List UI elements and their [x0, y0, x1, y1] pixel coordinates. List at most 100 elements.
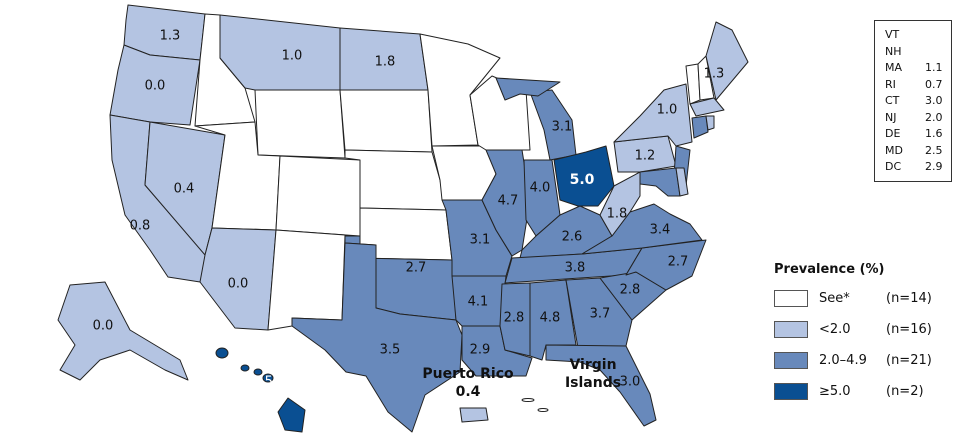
value-label-hi: 5.0 [265, 375, 286, 390]
legend-swatch [774, 321, 808, 338]
value-label-nd: 1.8 [375, 55, 396, 70]
value-label-va: 3.4 [650, 223, 671, 238]
state-va [581, 203, 703, 255]
hawaii-island [215, 347, 229, 359]
value-label-la: 2.9 [470, 343, 491, 358]
state-co [275, 155, 361, 237]
legend-swatch [774, 290, 808, 307]
state-pr [459, 407, 489, 423]
inset-value: 1.1 [925, 61, 943, 74]
value-label-wv: 1.8 [607, 207, 628, 222]
hawaii-island [240, 364, 250, 372]
inset-value: 2.9 [925, 160, 943, 173]
state-ms [499, 282, 531, 357]
legend: Prevalence (%) See* (n=14) <2.0 (n=16) 2.0–4… [774, 262, 932, 407]
value-label-ny: 1.0 [657, 103, 678, 118]
legend-item: ≥5.0 (n=2) [774, 376, 932, 407]
inset-state: DC [885, 160, 902, 173]
inset-row: CT 3.0 [885, 93, 951, 110]
virgin-islands-island [537, 408, 549, 412]
legend-swatch [774, 383, 808, 400]
inset-state: DE [885, 127, 901, 140]
inset-row: VT [885, 27, 951, 44]
hawaii-island [253, 368, 263, 376]
inset-state: MD [885, 143, 903, 157]
value-label-oh: 5.0 [570, 172, 595, 188]
value-label-or: 0.0 [145, 79, 166, 94]
state-md [639, 167, 681, 197]
state-ri [705, 115, 715, 131]
legend-label: 2.0–4.9 [819, 353, 867, 368]
value-label-al: 4.8 [540, 311, 561, 326]
state-ct [691, 115, 709, 139]
value-label-ak: 0.0 [93, 319, 114, 334]
state-tx [291, 242, 463, 433]
value-label-mo: 3.1 [470, 233, 491, 248]
value-label-me: 1.3 [704, 67, 725, 82]
value-label-az: 0.0 [228, 277, 249, 292]
inset-state: RI [885, 77, 896, 91]
virgin-islands-name-2: Islands [565, 375, 621, 391]
state-ny [613, 83, 693, 147]
virgin-islands-island [521, 398, 535, 402]
legend-item: 2.0–4.9 (n=21) [774, 345, 932, 376]
state-mt [219, 14, 341, 91]
state-wy [254, 89, 346, 159]
state-or [109, 44, 201, 126]
state-hi [277, 397, 306, 433]
value-label-ar: 4.1 [468, 295, 489, 310]
value-label-ca: 0.8 [130, 219, 151, 234]
value-label-il: 4.7 [498, 194, 519, 209]
puerto-rico-name: Puerto Rico [422, 366, 514, 382]
inset-value: 3.0 [925, 94, 943, 107]
hawaii-island [262, 373, 274, 383]
inset-row: MD 2.5 [885, 143, 951, 160]
legend-title: Prevalence (%) [774, 262, 885, 277]
state-ne [344, 149, 447, 211]
legend-item: See* (n=14) [774, 283, 932, 314]
state-fl [545, 344, 657, 427]
state-mi-upper [495, 77, 561, 101]
value-label-nc: 2.7 [668, 255, 689, 270]
value-label-ga: 3.7 [590, 307, 611, 322]
small-states-inset: VT NH MA 1.1 RI 0.7 CT 3.0 NJ 2.0 DE 1.6 MD 2.5 DC 2.9 [874, 20, 952, 182]
inset-state: CT [885, 94, 900, 107]
state-me [705, 21, 749, 101]
state-wv [599, 171, 641, 237]
value-label-tx: 3.5 [380, 343, 401, 358]
virgin-islands-name-1: Virgin [569, 357, 616, 373]
value-label-tn: 3.8 [565, 261, 586, 276]
inset-value: 2.5 [925, 143, 943, 157]
value-label-mi: 3.1 [552, 120, 573, 135]
legend-label: <2.0 [819, 322, 851, 337]
inset-state: NH [885, 44, 902, 58]
legend-count: (n=21) [886, 353, 932, 368]
inset-row: RI 0.7 [885, 77, 951, 94]
value-label-ky: 2.6 [562, 230, 583, 245]
inset-row: DC 2.9 [885, 159, 951, 176]
state-nm [267, 229, 346, 331]
legend-count: (n=14) [886, 291, 932, 306]
inset-value: 1.6 [925, 127, 943, 140]
legend-item: <2.0 (n=16) [774, 314, 932, 345]
puerto-rico-value: 0.4 [456, 384, 481, 400]
legend-count: (n=16) [886, 322, 932, 337]
state-oh [553, 145, 615, 207]
legend-swatch [774, 352, 808, 369]
inset-row: DE 1.6 [885, 126, 951, 143]
legend-label: ≥5.0 [819, 384, 851, 399]
value-label-fl: 3.0 [620, 375, 641, 390]
state-ma [689, 97, 725, 117]
value-label-wa: 1.3 [160, 29, 181, 44]
value-label-pa: 1.2 [635, 149, 656, 164]
value-label-in: 4.0 [530, 181, 551, 196]
legend-label: See* [819, 291, 850, 306]
value-label-ms: 2.8 [504, 311, 525, 326]
inset-row: NJ 2.0 [885, 110, 951, 127]
inset-value: 0.7 [925, 77, 943, 91]
inset-row: NH [885, 44, 951, 61]
inset-state: VT [885, 28, 900, 41]
value-label-ok: 2.7 [406, 261, 427, 276]
inset-state: NJ [885, 110, 897, 124]
